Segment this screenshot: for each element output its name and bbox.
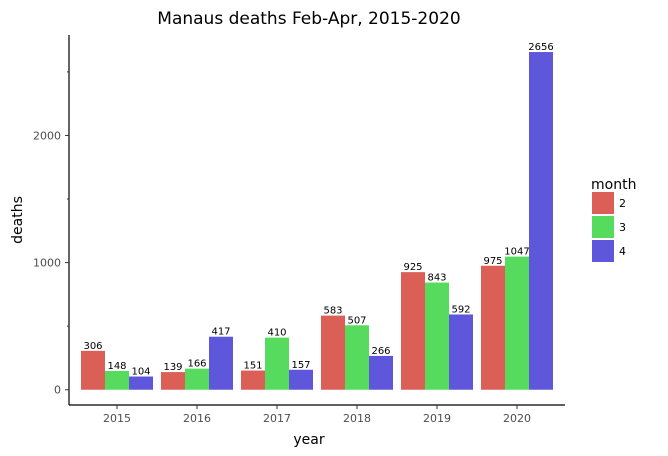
bar-2018-month-4 [369, 355, 393, 390]
data-label-2016-month-2: 139 [163, 362, 182, 373]
legend-key-month-4 [592, 240, 614, 262]
y-tick-label-2000: 2000 [33, 129, 61, 142]
data-label-2016-month-3: 166 [187, 359, 206, 370]
bar-2019-month-2 [401, 272, 425, 390]
x-tick-label-2018: 2018 [343, 412, 371, 425]
bar-2020-month-3 [505, 256, 529, 390]
legend-title: month [591, 177, 636, 193]
x-axis: 2015 2016 2017 2018 2019 2020 [103, 405, 531, 425]
legend-key-month-2 [592, 192, 614, 214]
legend-label-month-4: 4 [619, 245, 626, 258]
data-label-2018-month-3: 507 [347, 315, 366, 326]
y-tick-label-0: 0 [54, 384, 61, 397]
bar-2019-month-3 [425, 282, 449, 390]
x-tick-label-2020: 2020 [503, 412, 531, 425]
bar-2019-month-4 [449, 314, 473, 390]
y-axis-title: deaths [10, 196, 26, 244]
bar-2017-month-4 [289, 369, 313, 390]
data-label-2017-month-2: 151 [243, 361, 262, 372]
data-label-2020-month-3: 1047 [504, 247, 529, 258]
data-label-2018-month-2: 583 [323, 306, 342, 317]
data-label-2017-month-3: 410 [267, 328, 286, 339]
bar-2015-month-2 [81, 350, 105, 390]
x-tick-label-2015: 2015 [103, 412, 131, 425]
bar-2017-month-3 [265, 337, 289, 390]
legend-key-month-3 [592, 216, 614, 238]
legend-label-month-3: 3 [619, 221, 626, 234]
x-tick-label-2017: 2017 [263, 412, 291, 425]
chart-title: Manaus deaths Feb-Apr, 2015-2020 [157, 9, 460, 29]
bar-2015-month-3 [105, 370, 129, 390]
data-label-2019-month-4: 592 [451, 304, 470, 315]
x-tick-label-2016: 2016 [183, 412, 211, 425]
bar-2020-month-2 [481, 265, 505, 390]
bar-2018-month-3 [345, 325, 369, 390]
legend-label-month-2: 2 [619, 197, 626, 210]
bar-2016-month-3 [185, 368, 209, 390]
bar-2017-month-2 [241, 370, 265, 390]
data-label-2015-month-4: 104 [131, 367, 150, 378]
data-label-2015-month-2: 306 [83, 341, 102, 352]
data-label-2018-month-4: 266 [371, 346, 390, 357]
data-label-2017-month-4: 157 [291, 360, 310, 371]
bar-2016-month-2 [161, 372, 185, 390]
data-label-2019-month-3: 843 [427, 273, 446, 284]
bar-2016-month-4 [209, 336, 233, 390]
bar-2018-month-2 [321, 315, 345, 390]
x-tick-label-2019: 2019 [423, 412, 451, 425]
data-label-2016-month-4: 417 [211, 327, 230, 338]
y-axis: 0 1000 2000 [33, 71, 69, 397]
bar-2015-month-4 [129, 376, 153, 390]
plot-area: 306 148 104 139 166 417 151 410 157 583 507 266 925 8… [81, 42, 554, 390]
data-label-2019-month-2: 925 [403, 262, 422, 273]
data-label-2020-month-4: 2656 [528, 42, 553, 53]
data-label-2015-month-3: 148 [107, 361, 126, 372]
x-axis-title: year [293, 432, 324, 448]
y-tick-label-1000: 1000 [33, 257, 61, 270]
legend: month 2 3 4 [591, 177, 636, 262]
data-label-2020-month-2: 975 [483, 256, 502, 267]
bar-2020-month-4 [529, 52, 553, 390]
